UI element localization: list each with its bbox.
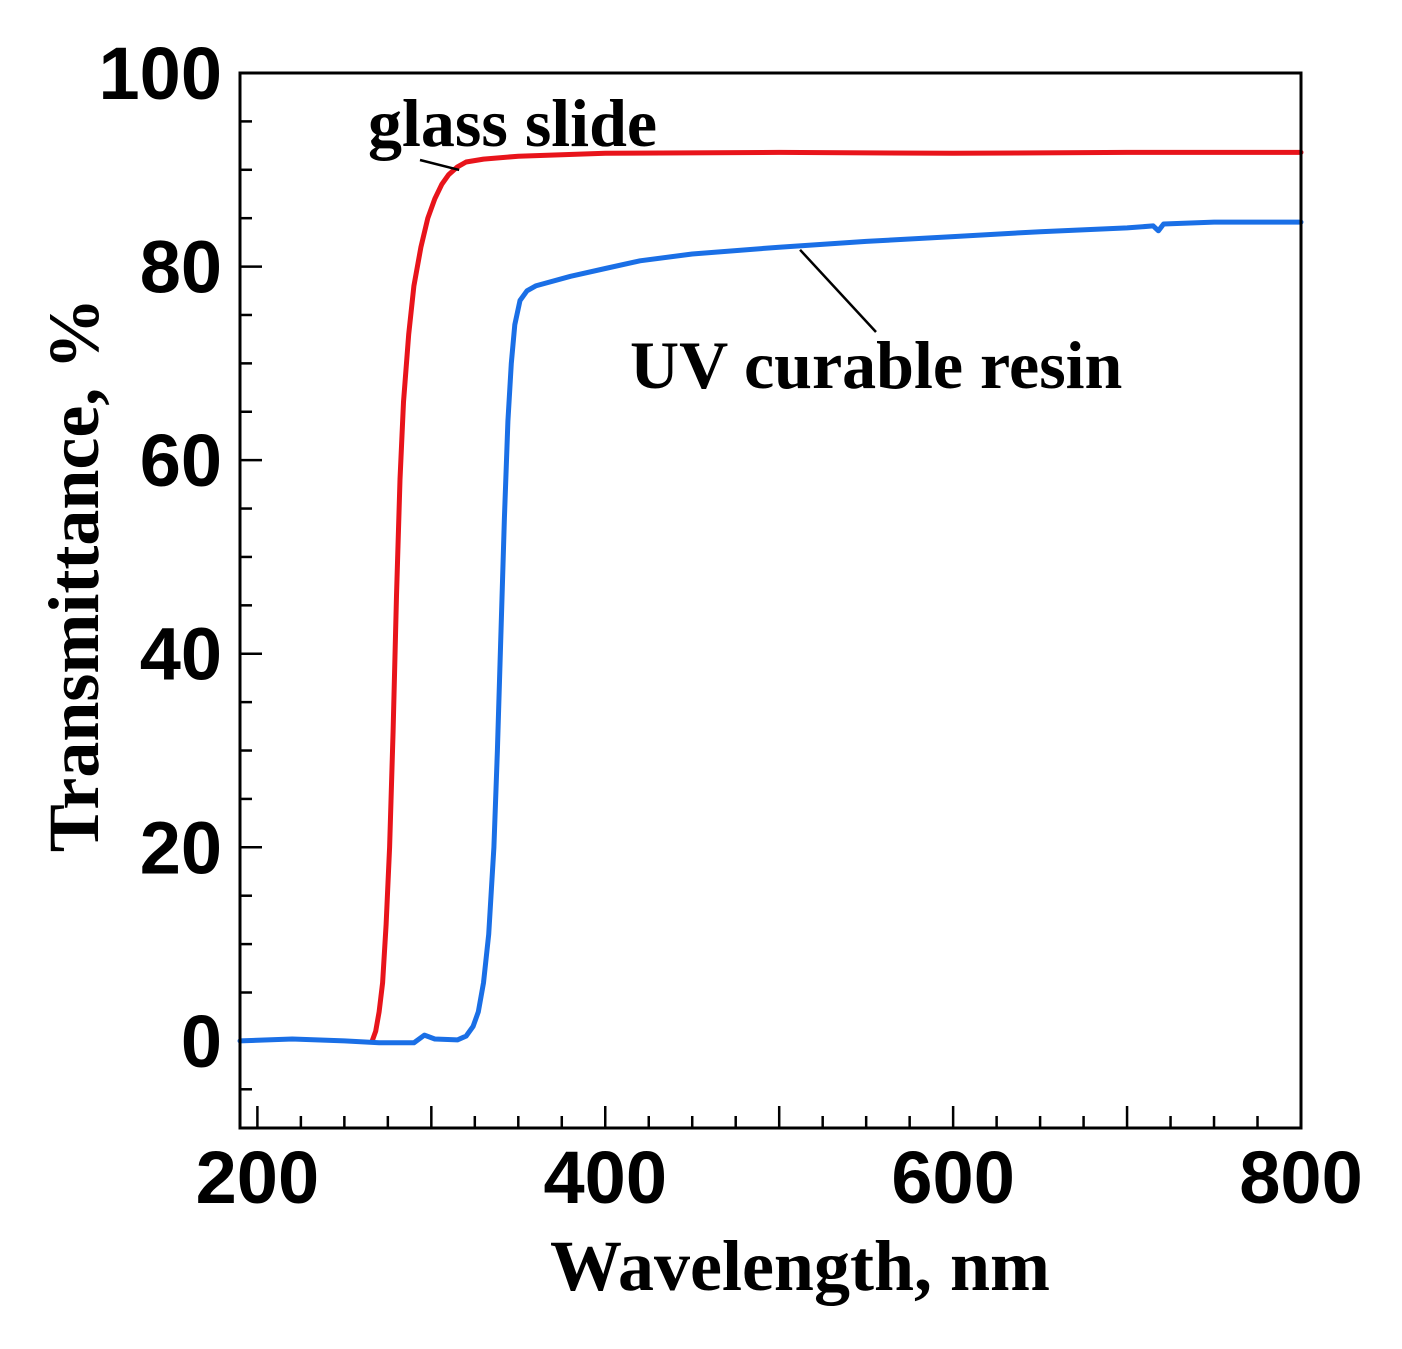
- y-tick-label: 60: [140, 419, 222, 502]
- y-tick-label: 80: [140, 226, 222, 309]
- x-tick-label: 600: [891, 1136, 1014, 1219]
- glass-slide-series-line: [369, 149, 1304, 1044]
- x-tick-label: 800: [1239, 1136, 1362, 1219]
- plot-frame: [238, 71, 1303, 1130]
- y-tick-label: 0: [181, 1000, 222, 1083]
- x-axis-title: Wavelength, nm: [550, 1226, 1050, 1306]
- glass-slide-label: glass slide: [368, 85, 657, 161]
- y-axis-title: Transmittance, %: [34, 298, 114, 853]
- y-tick-label: 20: [140, 806, 222, 889]
- tick-labels: 200 400 600 800 0 20 40 60 80 100: [99, 32, 1363, 1219]
- x-tick-label: 400: [544, 1136, 667, 1219]
- x-tick-label: 200: [196, 1136, 319, 1219]
- uv-resin-leader-line: [799, 248, 877, 333]
- annotations: glass slide UV curable resin: [368, 85, 1122, 403]
- glass-slide-leader-line: [419, 158, 460, 172]
- axis-ticks: [240, 71, 1303, 1128]
- y-tick-label: 100: [99, 32, 222, 115]
- y-tick-label: 40: [140, 613, 222, 696]
- series-layer: [237, 149, 1304, 1046]
- uv-resin-label: UV curable resin: [630, 327, 1122, 403]
- uv-resin-series-line: [237, 219, 1304, 1046]
